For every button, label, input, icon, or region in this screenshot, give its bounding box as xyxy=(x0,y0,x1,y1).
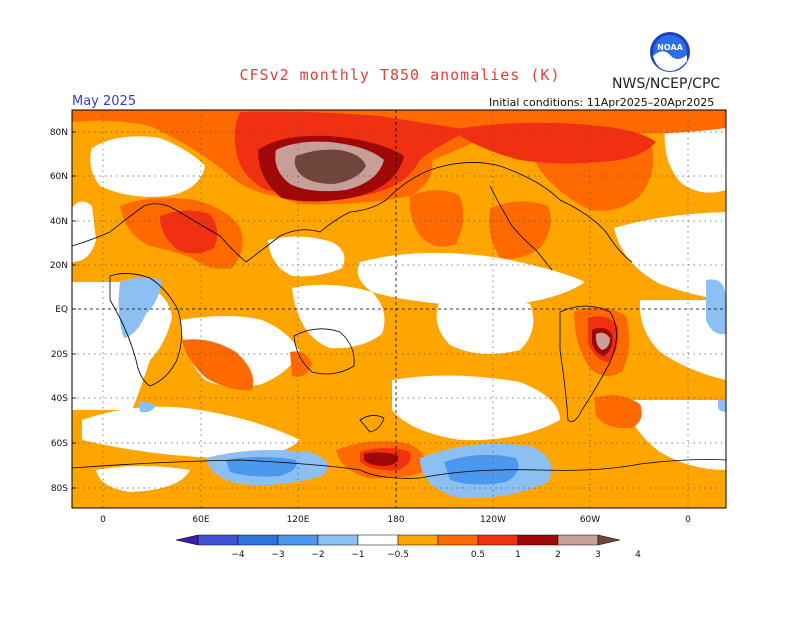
lat-label: 60S xyxy=(51,439,68,449)
colorbar-swatch xyxy=(517,534,559,546)
colorbar-label: 1 xyxy=(515,550,521,560)
lat-label: 80S xyxy=(51,484,68,494)
lon-label: 120W xyxy=(480,515,506,525)
equator-dateline xyxy=(72,110,726,508)
lat-label: 20N xyxy=(50,261,68,271)
colorbar-label: 0.5 xyxy=(471,550,485,560)
latitude-labels: 80N 60N 40N 20N EQ 20S 40S 60S 80S xyxy=(50,128,68,494)
colorbar-swatch xyxy=(557,534,599,546)
anomaly-fields xyxy=(72,110,726,508)
colorbar-label: −0.5 xyxy=(387,550,409,560)
longitude-labels: 0 60E 120E 180 120W 60W 0 xyxy=(100,515,691,525)
colorbar-label: −1 xyxy=(351,550,364,560)
forecast-month: May 2025 xyxy=(72,94,137,109)
colorbar-label: −3 xyxy=(271,550,284,560)
colorbar-label: 3 xyxy=(595,550,601,560)
initial-conditions: Initial conditions: 11Apr2025–20Apr2025 xyxy=(489,96,715,109)
anomaly-max xyxy=(294,149,366,184)
lat-ticks xyxy=(72,131,76,489)
colorbar-swatch xyxy=(437,534,479,546)
colorbar-swatch xyxy=(357,534,399,546)
colorbar-swatch xyxy=(277,534,319,546)
lat-label: 60N xyxy=(50,172,68,182)
lon-label: 180 xyxy=(387,515,404,525)
lon-label: 0 xyxy=(100,515,106,525)
lon-label: 120E xyxy=(287,515,310,525)
lat-label: EQ xyxy=(55,305,68,315)
noaa-logo-icon: NOAA xyxy=(650,32,690,72)
colorbar-end-high xyxy=(597,534,621,546)
negative-anomalies xyxy=(118,277,726,499)
lat-label: 40N xyxy=(50,217,68,227)
colorbar-label: −2 xyxy=(311,550,324,560)
lat-label: 80N xyxy=(50,128,68,138)
lon-label: 60E xyxy=(192,515,209,525)
lon-label: 0 xyxy=(685,515,691,525)
lat-label: 20S xyxy=(51,350,68,360)
colorbar-swatch xyxy=(397,534,439,546)
colorbar-swatch xyxy=(237,534,279,546)
coastlines xyxy=(72,162,726,479)
lon-label: 60W xyxy=(580,515,600,525)
map-title: CFSv2 monthly T850 anomalies (K) xyxy=(239,66,561,84)
colorbar-label: 2 xyxy=(555,550,561,560)
logo-text: NOAA xyxy=(657,43,683,52)
colorbar-end-low xyxy=(175,534,199,546)
colorbar-swatch xyxy=(197,534,239,546)
neutral-regions xyxy=(72,120,726,492)
organization-label: NWS/NCEP/CPC xyxy=(612,76,721,92)
colorbar-swatch xyxy=(317,534,359,546)
colorbar-swatch xyxy=(477,534,519,546)
colorbar: −4 −3 −2 −1 −0.5 0.5 1 2 3 4 xyxy=(175,534,641,560)
colorbar-label: −4 xyxy=(231,550,245,560)
lat-label: 40S xyxy=(51,394,68,404)
colorbar-label: 4 xyxy=(635,550,641,560)
